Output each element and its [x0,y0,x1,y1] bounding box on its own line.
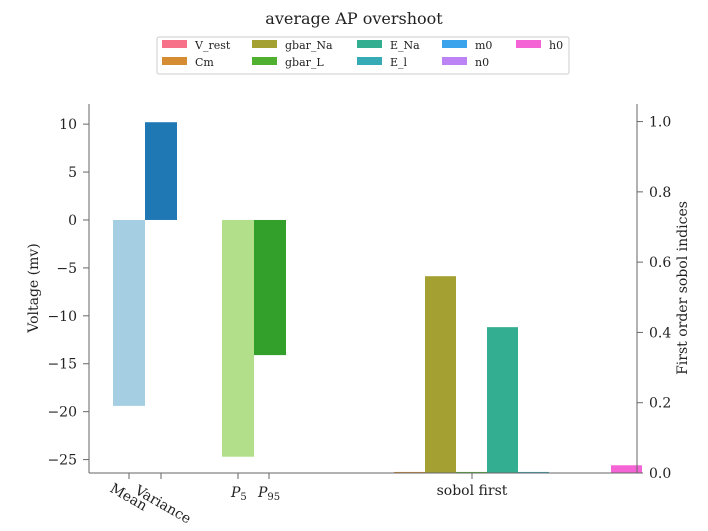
right-tick-label: 0.4 [649,325,671,341]
legend: V_rest Cm gbar_Na gbar_L E_Na E_l m0 n0 h0 [156,36,570,75]
x-tick-label-sobol: sobol first [437,483,508,499]
sobol-bar-gbar-l [456,471,487,473]
chart-title: average AP overshoot [265,9,443,28]
right-axis-title: First order sobol indices [675,201,691,375]
right-tick-label: 0.0 [649,466,671,482]
right-tick-label: 1.0 [649,115,671,131]
legend-swatch [357,57,382,65]
sobol-bar-gbar-na [425,276,456,473]
left-tick-label: 5 [68,165,77,181]
legend-swatch [442,40,467,48]
left-tick-label: −25 [47,453,77,469]
sobol-bar-cm [394,471,425,473]
legend-label: n0 [475,56,489,69]
left-tick-label: 0 [68,213,77,229]
legend-label: V_rest [194,39,231,52]
legend-label: E_l [390,56,408,69]
legend-label: h0 [549,39,563,52]
bar-p95 [254,219,286,356]
bar-mean [113,219,145,406]
right-ticks: 0.0 0.2 0.4 0.6 0.8 1.0 [637,115,671,482]
legend-label: m0 [475,39,492,52]
left-tick-label: −20 [47,405,77,421]
legend-swatch [516,40,541,48]
bar-p5 [222,219,254,457]
legend-label: Cm [195,56,214,69]
left-tick-label: −15 [47,357,77,373]
sobol-bar-h0 [611,465,642,473]
bars [113,122,642,473]
legend-swatch [252,40,277,48]
legend-swatch [162,40,187,48]
x-tick-label-p95: P95 [257,485,280,503]
sobol-bar-e-na [487,327,518,473]
left-tick-label: 10 [59,117,77,133]
legend-items: V_rest Cm gbar_Na gbar_L E_Na E_l m0 n0 h0 [162,39,563,69]
left-axis-title: Voltage (mv) [26,243,42,334]
right-tick-label: 0.2 [649,396,671,412]
legend-swatch [252,57,277,65]
legend-swatch [442,57,467,65]
x-ticks: Mean Variance P5 P95 sobol first [107,473,508,527]
left-tick-label: −10 [47,309,77,325]
left-tick-label: −5 [56,261,77,277]
right-tick-label: 0.8 [649,185,671,201]
legend-swatch [162,57,187,65]
legend-swatch [357,40,382,48]
left-ticks: 10 5 0 −5 −10 −15 −20 −25 [47,117,89,469]
right-tick-label: 0.6 [649,255,671,271]
bar-variance [145,122,177,220]
sobol-bar-e-l [518,471,549,473]
x-tick-label-p5: P5 [230,485,247,503]
legend-label: gbar_L [285,56,324,69]
legend-label: gbar_Na [285,39,333,52]
legend-label: E_Na [390,39,420,52]
